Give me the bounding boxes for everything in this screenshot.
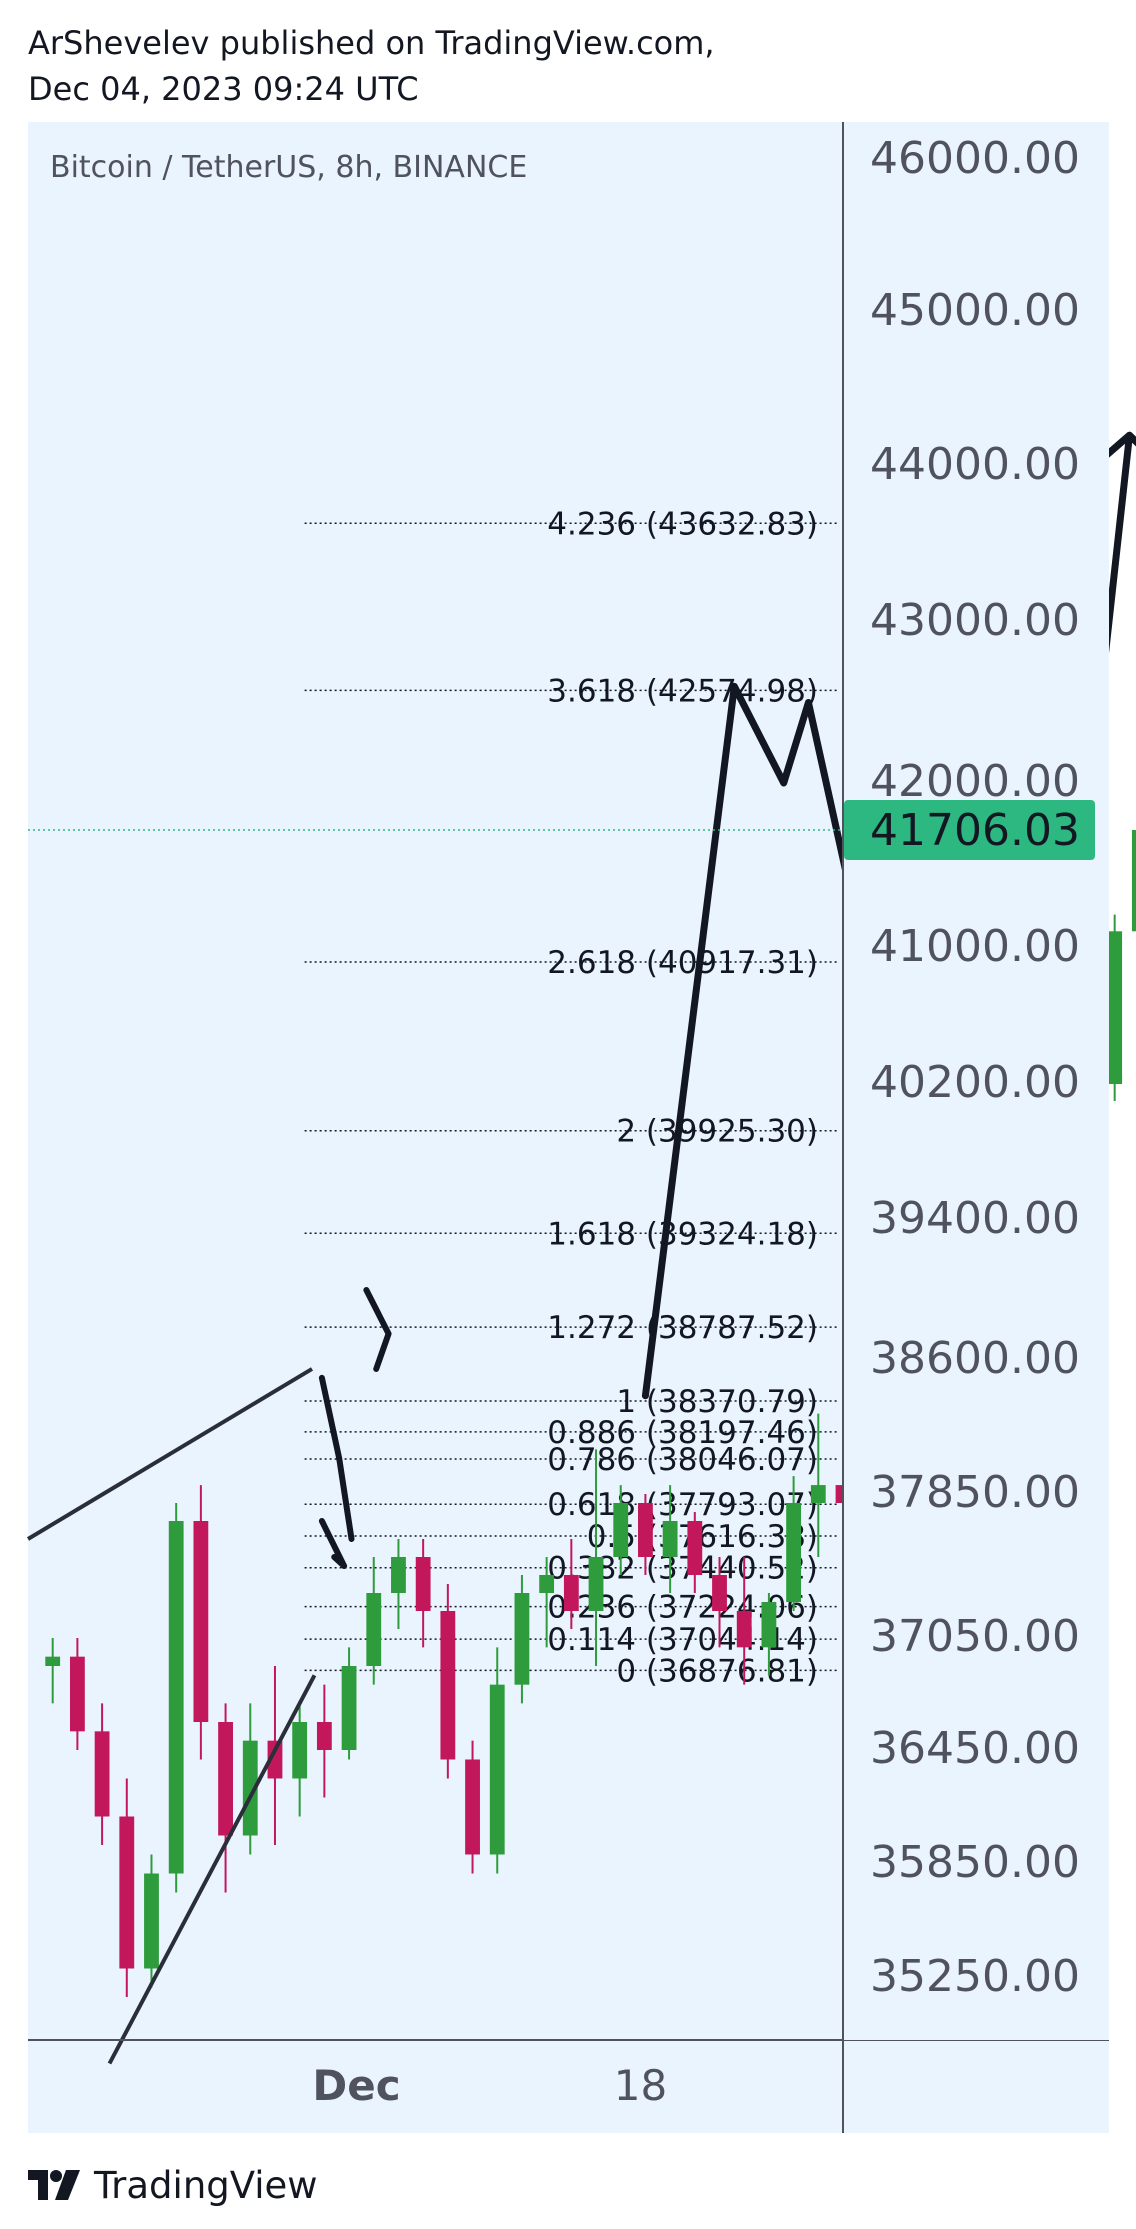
candle-body: [69, 1656, 85, 1732]
candle-body: [687, 1521, 703, 1575]
candle-body: [810, 1485, 826, 1503]
candle-body: [292, 1722, 308, 1779]
price-tick-label: 37850.00: [870, 1467, 1080, 1518]
candle-body: [415, 1557, 431, 1611]
fib-level-label: 3.618 (42574.98): [547, 673, 818, 709]
candle-body: [45, 1656, 61, 1666]
fib-level-label: 2.618 (40917.31): [547, 945, 818, 981]
candle-body: [391, 1557, 406, 1593]
price-tick-label: 36450.00: [870, 1723, 1080, 1774]
fib-level-label: 2 (39925.30): [616, 1114, 818, 1150]
candle-body: [144, 1873, 159, 1969]
candle-body: [588, 1557, 604, 1611]
candle-body: [1131, 830, 1136, 932]
footer-brand[interactable]: TradingView: [28, 2155, 318, 2215]
candle-body: [119, 1816, 135, 1969]
fib-level-label: 0.786 (38046.07): [547, 1442, 818, 1478]
fib-level-label: 0.618 (37793.07): [547, 1487, 818, 1523]
tradingview-logo-icon: [28, 2170, 80, 2200]
candle-body: [465, 1759, 480, 1855]
candle-body: [761, 1602, 777, 1648]
price-tick-label: 44000.00: [870, 439, 1080, 490]
fib-level-label: 1.272 (38787.52): [547, 1310, 818, 1346]
symbol-title: Bitcoin / TetherUS, 8h, BINANCE: [50, 150, 527, 185]
fib-level-label: 0.382 (37440.52): [547, 1551, 818, 1587]
candle-body: [316, 1722, 332, 1750]
small-wave-drawing: [318, 1374, 355, 1542]
price-tick-label: 41000.00: [870, 921, 1080, 972]
last-price-label: 41706.03: [870, 805, 1080, 856]
price-tick-label: 35850.00: [870, 1837, 1080, 1888]
fib-level-label: 0 (36876.81): [616, 1653, 818, 1689]
fib-level-label: 1 (38370.79): [616, 1384, 818, 1420]
small-wave-drawing: [318, 1518, 348, 1569]
candle-body: [366, 1593, 382, 1666]
candle-body: [539, 1575, 555, 1593]
price-scale-background: [844, 122, 1109, 2040]
price-tick-label: 35250.00: [870, 1951, 1080, 2002]
price-tick-label: 39400.00: [870, 1193, 1080, 1244]
candle-body: [267, 1740, 283, 1779]
price-tick-label: 46000.00: [870, 133, 1080, 184]
price-tick-label: 38600.00: [870, 1333, 1080, 1384]
price-tick-label: 37050.00: [870, 1611, 1080, 1662]
publisher-line: ArShevelev published on TradingView.com,: [28, 24, 715, 62]
fib-level-label: 1.618 (39324.18): [547, 1216, 818, 1252]
candle-body: [712, 1575, 727, 1611]
candle-body: [563, 1575, 579, 1611]
publish-header: ArShevelev published on TradingView.com,…: [28, 20, 715, 112]
candle-body: [736, 1611, 752, 1648]
price-tick-label: 42000.00: [870, 756, 1080, 807]
time-tick-label: 18: [614, 2061, 667, 2110]
publish-date: Dec 04, 2023 09:24 UTC: [28, 70, 419, 108]
candle-body: [242, 1740, 258, 1836]
brand-name: TradingView: [94, 2163, 318, 2207]
trend-line: [26, 1367, 314, 1541]
candle-body: [193, 1521, 209, 1722]
price-tick-label: 45000.00: [870, 285, 1080, 336]
time-tick-label: Dec: [312, 2061, 400, 2110]
axes: 46000.00 45000.00 44000.00 43000.00 42000.00…: [28, 122, 1109, 2133]
fib-level-label: 0.886 (38197.46): [547, 1415, 818, 1451]
fib-level-label: 0.236 (37224.06): [547, 1590, 818, 1626]
candle-body: [489, 1684, 505, 1855]
candle-body: [1107, 931, 1123, 1084]
trend-line: [107, 1674, 317, 2065]
small-wave-drawing: [363, 1287, 392, 1372]
candle-body: [662, 1521, 678, 1557]
candle-body: [440, 1611, 456, 1760]
candle-body: [638, 1503, 653, 1557]
candle-body: [218, 1722, 233, 1836]
candle-body: [613, 1503, 629, 1557]
candle-body: [786, 1503, 802, 1602]
candle-body: [168, 1521, 184, 1874]
candle-body: [94, 1731, 110, 1817]
price-tick-label: 43000.00: [870, 595, 1080, 646]
candle-body: [514, 1593, 530, 1685]
last-price-badge: [844, 800, 1095, 860]
candle-body: [341, 1666, 357, 1750]
fib-level-label: 4.236 (43632.83): [547, 506, 818, 542]
price-tick-label: 40200.00: [870, 1057, 1080, 1108]
